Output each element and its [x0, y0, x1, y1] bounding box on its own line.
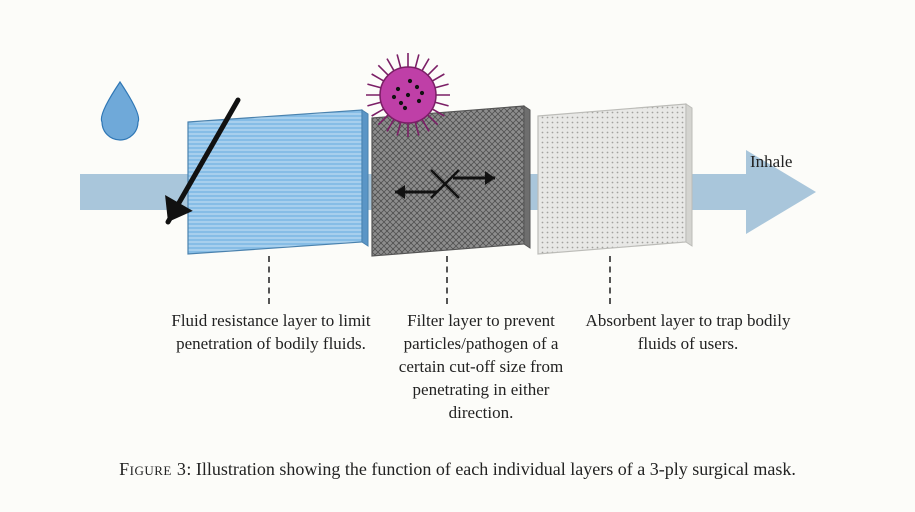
- dash-filter: [446, 256, 448, 304]
- figure-text: Illustration showing the function of eac…: [196, 459, 796, 479]
- desc-filter: Filter layer to prevent particles/pathog…: [380, 310, 582, 425]
- figure-number: Figure 3: [119, 459, 186, 479]
- inhale-label: Inhale: [750, 152, 792, 172]
- diagram-svg: [0, 0, 915, 300]
- figure-caption: Figure 3: Illustration showing the funct…: [0, 459, 915, 480]
- desc-absorbent: Absorbent layer to trap bodily fluids of…: [584, 310, 792, 356]
- dash-fluid: [268, 256, 270, 304]
- desc-fluid: Fluid resistance layer to limit penetrat…: [170, 310, 372, 356]
- dash-absorbent: [609, 256, 611, 304]
- diagram-stage: Fluid resistance layer to limit penetrat…: [0, 0, 915, 512]
